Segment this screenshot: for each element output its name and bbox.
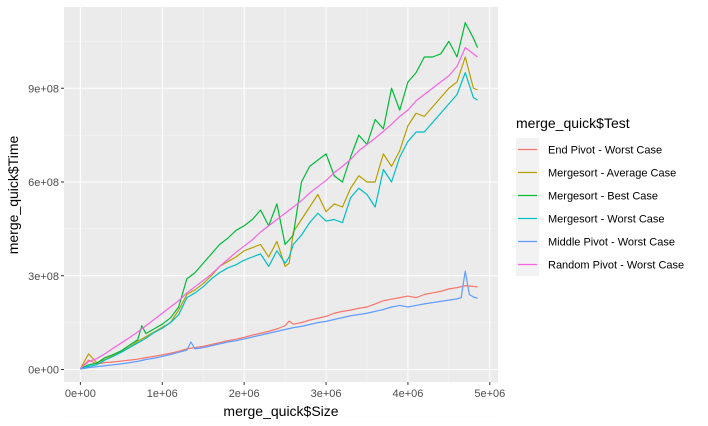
series-line-2: [79, 56, 478, 370]
legend-label-6: Random Pivot - Worst Case: [548, 260, 684, 272]
legend-label-5: Middle Pivot - Worst Case: [548, 237, 675, 249]
series-lines: [79, 22, 479, 370]
legend-label-2: Mergesort - Average Case: [548, 168, 676, 180]
legend: End Pivot - Worst Case Mergesort - Averag…: [516, 138, 684, 276]
legend-label-3: Mergesort - Best Case: [548, 191, 658, 203]
x-axis-ticks: 0e+00 1e+06 2e+06 3e+06 4e+06 5e+06: [65, 382, 505, 400]
legend-label-4: Mergesort - Worst Case: [548, 214, 665, 226]
legend-label-1: End Pivot - Worst Case: [548, 145, 662, 157]
y-tick-label: 3e+08: [28, 271, 59, 283]
x-tick-label: 2e+06: [229, 388, 260, 400]
y-axis-ticks: 0e+00 3e+08 6e+08 9e+08: [28, 83, 64, 377]
y-tick-label: 9e+08: [28, 83, 59, 95]
plot-panel: [64, 7, 498, 382]
series-line-4: [80, 72, 478, 370]
x-tick-label: 4e+06: [392, 388, 423, 400]
x-tick-label: 3e+06: [311, 388, 342, 400]
y-tick-label: 6e+08: [28, 177, 59, 189]
x-tick-label: 5e+06: [474, 388, 505, 400]
y-axis-title: merge_quick$Time: [5, 136, 21, 255]
grid-minor: [64, 7, 498, 417]
series-line-1: [79, 285, 478, 370]
legend-title: merge_quick$Test: [516, 115, 630, 131]
grid-major: [64, 7, 498, 382]
series-line-5: [80, 270, 478, 370]
x-tick-label: 1e+06: [147, 388, 178, 400]
series-line-6: [79, 47, 478, 370]
y-tick-label: 0e+00: [28, 365, 59, 377]
x-tick-label: 0e+00: [65, 388, 96, 400]
x-axis-title: merge_quick$Size: [223, 403, 338, 419]
